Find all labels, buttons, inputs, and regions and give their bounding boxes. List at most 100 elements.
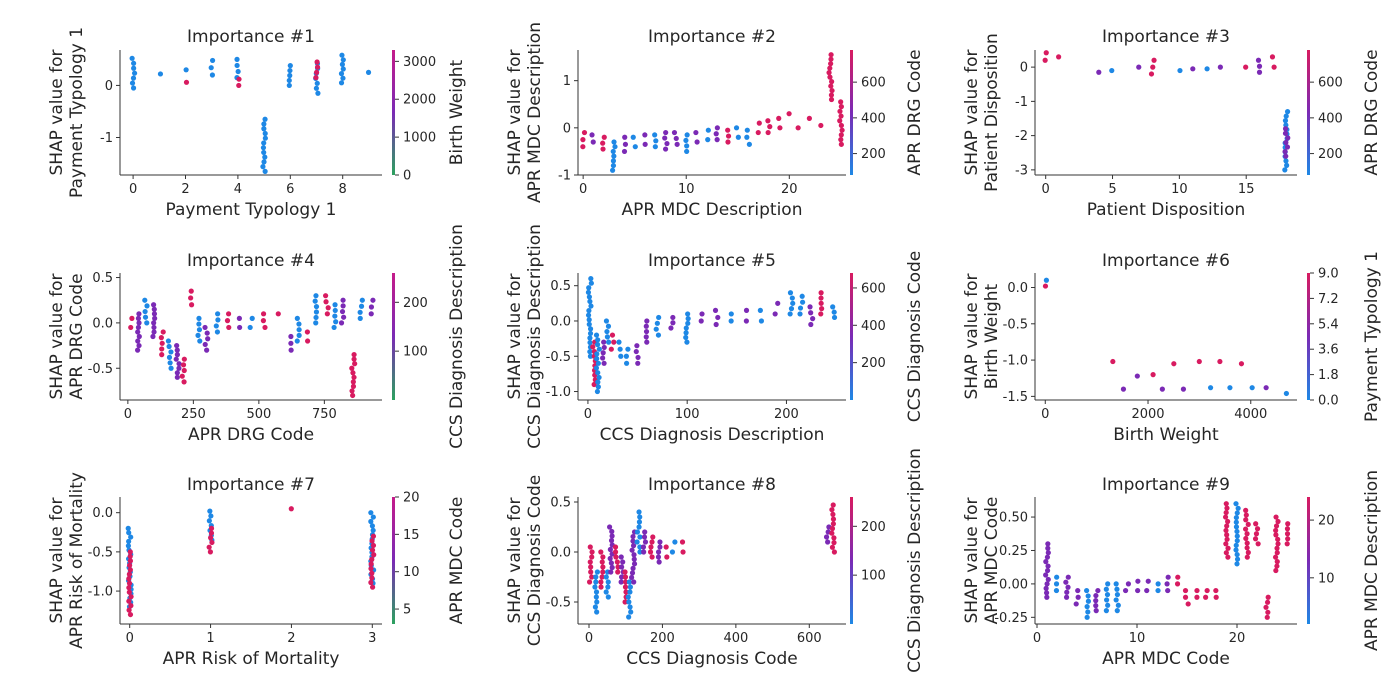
x-axis-label: CCS Diagnosis Description — [600, 425, 825, 445]
data-point — [1093, 598, 1099, 604]
x-tick-label: 100 — [675, 407, 700, 422]
data-point — [620, 559, 626, 565]
x-tick-label: 0 — [579, 182, 587, 197]
data-point — [725, 133, 732, 139]
data-point — [693, 129, 699, 136]
y-tick-label: -1.0 — [546, 385, 571, 400]
data-point — [828, 96, 835, 103]
data-point — [188, 302, 195, 308]
data-point — [1269, 54, 1276, 60]
x-tick-label: 0 — [1033, 631, 1041, 646]
data-point — [605, 584, 611, 590]
data-point — [630, 538, 636, 544]
data-point — [1203, 594, 1209, 600]
data-point — [600, 564, 606, 570]
data-point — [593, 332, 600, 338]
data-point — [1249, 385, 1255, 391]
data-point — [630, 543, 637, 549]
data-point — [130, 75, 137, 81]
data-point — [296, 332, 302, 338]
data-point — [196, 321, 202, 327]
colorbar — [850, 497, 853, 624]
x-tick-label: 2 — [181, 182, 189, 197]
y-tick-label: 0.0 — [550, 314, 571, 329]
data-point — [1056, 54, 1062, 60]
data-point — [684, 148, 690, 155]
data-point — [261, 126, 267, 132]
data-point — [601, 344, 607, 351]
y-tick-label: 0.0 — [550, 546, 571, 561]
data-point — [831, 540, 837, 546]
data-point — [208, 65, 214, 71]
data-point — [757, 307, 763, 313]
data-point — [644, 318, 650, 324]
data-point — [208, 525, 215, 531]
data-point — [359, 297, 365, 303]
data-point — [1283, 390, 1289, 397]
y-axis-label: SHAP value forAPR MDC Description — [505, 22, 545, 203]
data-point — [234, 56, 240, 62]
data-point — [1234, 561, 1240, 567]
data-point — [788, 306, 795, 312]
colorbar-tick-label: 200 — [403, 296, 428, 311]
data-point — [1194, 594, 1200, 600]
data-point — [205, 336, 211, 342]
data-point — [606, 339, 612, 345]
data-point — [831, 314, 838, 321]
data-point — [1177, 67, 1183, 74]
data-point — [616, 339, 622, 345]
panel-8: Importance #8 0 200 400 600 -0.5 0.0 0.5 CCS Dia… — [505, 448, 925, 673]
data-point — [173, 356, 179, 362]
data-point — [625, 346, 631, 352]
data-point — [127, 553, 133, 559]
data-point — [260, 318, 267, 324]
data-point — [827, 74, 833, 80]
data-point — [743, 318, 749, 324]
data-point — [136, 320, 142, 326]
data-point — [1115, 602, 1121, 608]
data-point — [827, 65, 833, 71]
data-point — [838, 113, 844, 119]
data-point — [236, 82, 242, 89]
data-point — [694, 139, 700, 145]
data-point — [1120, 386, 1127, 392]
data-point — [1104, 597, 1110, 603]
data-point — [679, 539, 686, 545]
data-point — [756, 120, 762, 126]
data-point — [1264, 614, 1270, 620]
data-point — [831, 549, 838, 555]
x-axis-label: Birth Weight — [1113, 425, 1219, 445]
colorbar-tick-label: 200 — [861, 520, 886, 535]
data-point — [209, 57, 216, 64]
data-point — [636, 519, 643, 525]
data-point — [1234, 551, 1240, 558]
data-point — [786, 111, 792, 117]
data-point — [1053, 587, 1060, 594]
data-point — [590, 139, 596, 145]
data-point — [635, 360, 641, 366]
data-point — [340, 57, 346, 63]
data-point — [151, 329, 157, 335]
data-point — [323, 293, 329, 299]
data-point — [1244, 545, 1250, 551]
data-point — [1165, 574, 1171, 580]
data-point — [247, 324, 253, 331]
data-point — [1045, 576, 1051, 583]
data-point — [829, 507, 835, 513]
data-point — [610, 162, 617, 169]
data-point — [358, 303, 365, 309]
data-point — [1282, 126, 1289, 132]
data-point — [592, 584, 598, 590]
data-point — [1045, 545, 1051, 551]
data-point — [262, 168, 268, 174]
data-point — [838, 99, 844, 105]
y-tick-label: -0.5 — [546, 596, 571, 611]
data-point — [680, 549, 686, 555]
data-point — [622, 584, 629, 590]
data-point — [622, 574, 629, 580]
data-point — [208, 513, 214, 519]
data-point — [744, 127, 750, 133]
data-point — [214, 329, 221, 335]
data-point — [1182, 594, 1189, 600]
data-point — [611, 153, 617, 159]
